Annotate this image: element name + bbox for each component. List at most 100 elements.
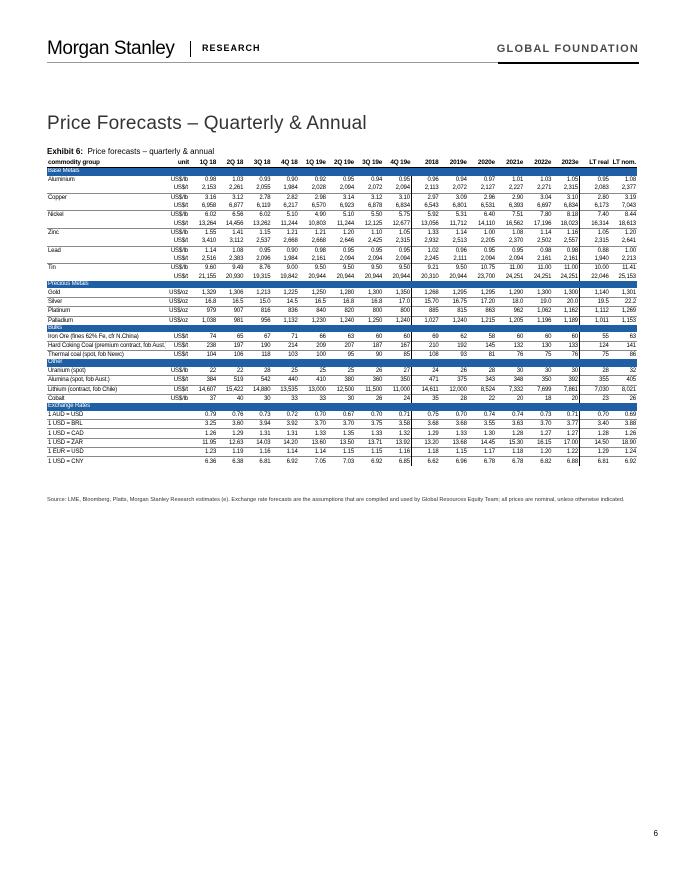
unit-cell: US$/t: [173, 220, 188, 227]
value-cell: 1,984: [283, 185, 298, 192]
value-cell: 0.95: [355, 245, 384, 255]
value-cell: 0.70: [371, 411, 383, 418]
table-row: US$/t 3,410 3,112 2,537 2,668 2,668 2,646 2,425…: [47, 237, 637, 247]
section-label: RESEARCH: [202, 43, 261, 53]
commodity-cell: Hard Coking Coal (premium contract, fob …: [47, 340, 166, 351]
value-cell: 75: [524, 350, 553, 360]
unit-cell: US$/lb: [165, 263, 190, 273]
value-cell: 0.98: [552, 245, 581, 255]
value-cell: 1.41: [217, 227, 245, 238]
value-cell: 2.97: [411, 192, 440, 202]
value-cell: 1.14: [271, 447, 299, 457]
value-cell: 1,112: [579, 306, 610, 316]
value-cell: 65: [236, 333, 244, 340]
value-cell: 2,315: [552, 184, 581, 194]
value-cell: 0.71: [383, 410, 412, 420]
unit-cell: US$/t: [165, 340, 190, 351]
table-row: US$/t 13,264 14,456 13,262 11,244 10,803 11,24…: [47, 219, 637, 229]
value-cell: 197: [217, 340, 245, 351]
value-cell: 16.5: [298, 296, 327, 307]
table-row: Nickel US$/lb 6.02 6.56 6.02 5.10 4.90 5.10 5.50…: [47, 210, 637, 220]
unit-cell: US$/t: [173, 273, 188, 280]
value-cell: 30: [326, 393, 356, 404]
exhibit-label: Exhibit 6:: [47, 147, 84, 156]
value-cell: 16.75: [439, 296, 468, 307]
value-cell: 27: [383, 366, 412, 376]
value-cell: 30: [552, 366, 581, 376]
unit-cell: US$/lb: [165, 227, 190, 238]
value-cell: 1.15: [326, 447, 356, 457]
value-cell: 1.29: [579, 447, 610, 457]
value-cell: 8,021: [609, 384, 637, 395]
unit-cell: US$/t: [173, 185, 188, 192]
value-cell: 1.33: [439, 428, 468, 439]
value-cell: 28: [488, 368, 496, 375]
unit-cell: US$/lb: [170, 177, 188, 184]
value-cell: 981: [217, 315, 245, 325]
value-cell: 3.70: [524, 419, 553, 429]
value-cell: 9.50: [298, 263, 327, 273]
value-cell: 3.16: [189, 192, 218, 202]
value-cell: 1,140: [594, 289, 609, 296]
value-cell: 90: [355, 350, 384, 360]
value-cell: 26: [375, 368, 383, 375]
value-cell: 22.2: [609, 296, 637, 307]
value-cell: 1,027: [411, 315, 440, 325]
value-cell: 1.05: [383, 227, 412, 238]
value-cell: 7,030: [579, 384, 610, 395]
value-cell: 8.18: [552, 210, 581, 220]
table-row: Alumina (spot, fob Aust.) US$/t 384 519 542 4…: [47, 375, 637, 386]
value-cell: 836: [271, 306, 299, 316]
value-cell: 2,513: [452, 238, 467, 245]
value-cell: 1,062: [524, 306, 553, 316]
value-cell: 7,332: [495, 384, 525, 395]
column-header: 3Q 19e: [355, 159, 384, 169]
value-cell: 348: [495, 375, 525, 386]
table-row: Lithium (contract, fob Chile) US$/t 14,607…: [47, 384, 637, 395]
header-rule: [47, 62, 639, 63]
value-cell: 3.70: [326, 419, 356, 429]
value-cell: 0.95: [597, 177, 609, 184]
value-cell: 1.00: [467, 227, 496, 238]
table-row: Zinc US$/lb 1.55 1.41 1.15 1.21 1.21 1.20 1.10 1.…: [47, 227, 637, 238]
value-cell: 3.04: [524, 192, 553, 202]
value-cell: 5.75: [383, 210, 412, 220]
value-cell: 20,944: [364, 273, 383, 280]
column-header: 2020e: [467, 159, 496, 169]
unit-cell: US$/t: [173, 333, 188, 340]
commodity-cell: Alumina (spot, fob Aust.): [47, 375, 166, 386]
value-cell: 11,244: [337, 220, 355, 227]
value-cell: 20,944: [336, 273, 355, 280]
value-cell: 20: [495, 393, 525, 404]
value-cell: 8,524: [467, 384, 496, 395]
value-cell: 1,240: [439, 315, 468, 325]
value-cell: 55: [602, 333, 609, 340]
value-cell: 1,038: [189, 315, 218, 325]
value-cell: 1,329: [201, 289, 217, 296]
value-cell: 1.30: [467, 428, 496, 439]
value-cell: 0.94: [371, 177, 383, 184]
value-cell: 384: [189, 375, 218, 386]
value-cell: 130: [524, 340, 553, 351]
value-cell: 6,570: [311, 203, 326, 210]
value-cell: 3.60: [217, 419, 245, 429]
value-cell: 1,290: [508, 289, 524, 296]
value-cell: 3.92: [271, 419, 299, 429]
column-header: 2018: [411, 159, 440, 169]
value-cell: 9.00: [271, 263, 299, 273]
value-cell: 118: [244, 350, 272, 360]
value-cell: 33: [271, 393, 299, 404]
column-header: 3Q 18: [244, 159, 272, 169]
value-cell: 63: [629, 333, 637, 340]
table-body: Base Metals Aluminium US$/lb 0.98 1.03 0.93 0.…: [47, 167, 637, 466]
value-cell: 0.97: [483, 177, 495, 184]
value-cell: 6.40: [467, 210, 496, 220]
value-cell: 471: [411, 375, 440, 386]
table-row: US$/t 21,155 20,930 19,315 19,842 20,944 20,94…: [47, 272, 637, 281]
value-cell: 1,205: [495, 315, 525, 325]
value-cell: 3.10: [552, 192, 581, 202]
value-cell: 15,422: [217, 384, 245, 395]
value-cell: 840: [298, 306, 327, 316]
value-cell: 11.41: [609, 263, 637, 273]
value-cell: 1.31: [244, 428, 272, 439]
